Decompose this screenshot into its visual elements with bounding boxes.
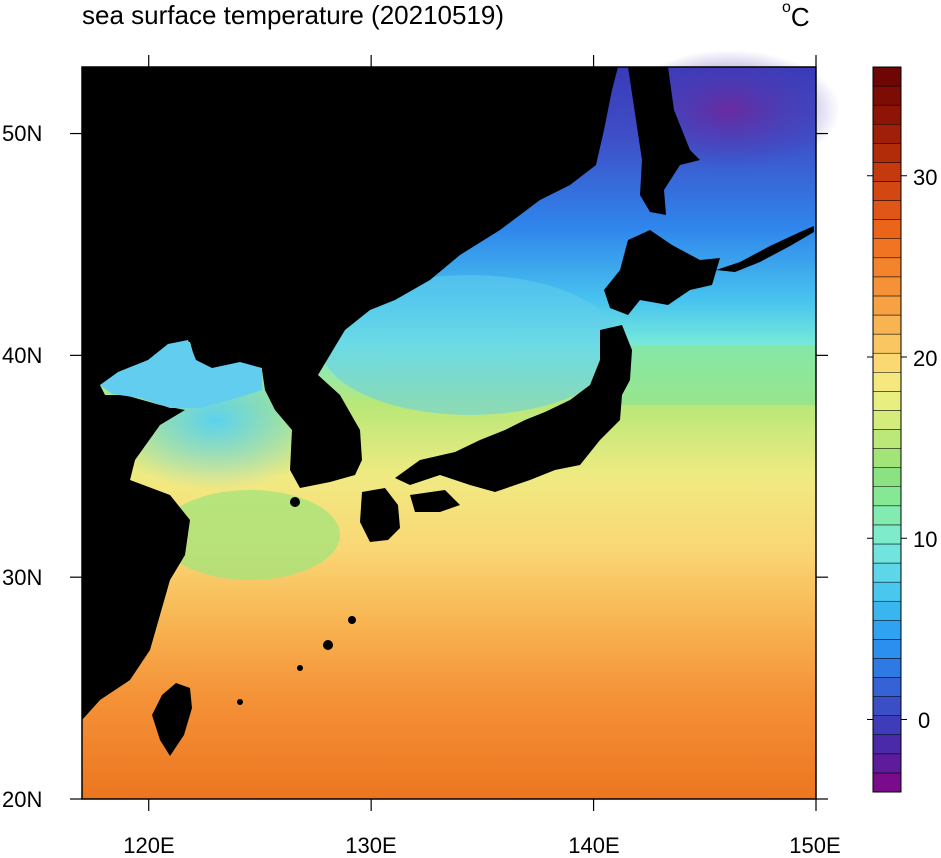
bohai-sea (100, 340, 262, 408)
kuril-islands (716, 226, 814, 272)
colorbar-cell (872, 600, 902, 621)
colorbar-cell (872, 276, 902, 297)
units-label: oC (782, 0, 810, 33)
colorbar-cell (872, 104, 902, 125)
colorbar-cell (872, 85, 902, 106)
colorbar-cell (872, 543, 902, 564)
colorbar-cell (872, 391, 902, 411)
jeju-island (290, 497, 300, 507)
colorbar-tick-label: 0 (918, 708, 930, 733)
colorbar-cell (872, 486, 902, 507)
colorbar-tick-label: 10 (913, 527, 937, 552)
colorbar-tick-label: 30 (913, 165, 937, 190)
colorbar-cell (872, 314, 902, 335)
colorbar-cell (872, 753, 902, 774)
lon-tick-label: 130E (345, 833, 396, 858)
colorbar-cell (872, 524, 902, 545)
ryukyu-island (323, 640, 333, 650)
colorbar-cell (872, 162, 902, 182)
colorbar-cell (872, 352, 902, 373)
lon-tick-label: 150E (789, 833, 840, 858)
colorbar-cell (872, 219, 902, 239)
colorbar-cell (872, 715, 902, 736)
colorbar-cell (872, 448, 902, 468)
japan-sea-waters (320, 275, 620, 415)
colorbar-cell (872, 734, 902, 755)
colorbar-cell (872, 333, 902, 354)
kyushu-island (360, 488, 400, 542)
colorbar-cell (872, 200, 902, 220)
colorbar-cell (872, 257, 902, 278)
map-tick-group (70, 55, 828, 811)
lat-tick-label: 40N (2, 343, 42, 368)
hokkaido-island (604, 230, 720, 315)
colorbar-cell (872, 467, 902, 487)
colorbar-cell (872, 429, 902, 449)
colorbar-cell (872, 143, 902, 163)
colorbar-cell (872, 639, 902, 659)
ryukyu-island (348, 616, 356, 624)
honshu-island (395, 325, 632, 492)
colorbar-cell (872, 372, 902, 392)
colorbar-cell (872, 295, 902, 316)
colorbar-cell (872, 677, 902, 697)
colorbar-cell (872, 181, 902, 201)
ryukyu-island (297, 665, 303, 671)
map-title: sea surface temperature (20210519) (82, 0, 505, 30)
map-frame (81, 66, 817, 800)
colorbar-cell (872, 620, 902, 640)
colorbar-cell (872, 658, 902, 678)
degree-mark: o (782, 0, 791, 17)
lat-tick-labels: 20N 30N 40N 50N (2, 121, 42, 812)
east-china-sea-waters (160, 490, 340, 580)
lon-tick-label: 120E (123, 833, 174, 858)
colorbar-cell (872, 562, 902, 583)
ryukyu-island (237, 699, 243, 705)
colorbar-cell (872, 66, 902, 87)
taiwan-island (152, 683, 192, 756)
colorbar-cell (872, 238, 902, 259)
sakhalin-island (628, 67, 700, 215)
colorbar-cell (872, 696, 902, 716)
lat-tick-label: 30N (2, 565, 42, 590)
colorbar-tick-labels: 0 10 20 30 (913, 165, 937, 733)
lat-tick-label: 20N (2, 787, 42, 812)
colorbar-cell (872, 772, 902, 793)
units-letter: C (790, 2, 810, 32)
colorbar-frame (872, 66, 902, 793)
colorbar-cell (872, 581, 902, 602)
colorbar-cell (872, 123, 902, 144)
shikoku-island (410, 490, 460, 512)
lon-tick-labels: 120E 130E 140E 150E (123, 833, 840, 858)
colorbar-tick-label: 20 (913, 346, 937, 371)
lat-tick-label: 50N (2, 121, 42, 146)
colorbar-cell (872, 410, 902, 430)
warm-tongue-east (616, 345, 816, 405)
lon-tick-label: 140E (568, 833, 619, 858)
asia-mainland-land (82, 67, 618, 720)
colorbar-cell (872, 505, 902, 526)
